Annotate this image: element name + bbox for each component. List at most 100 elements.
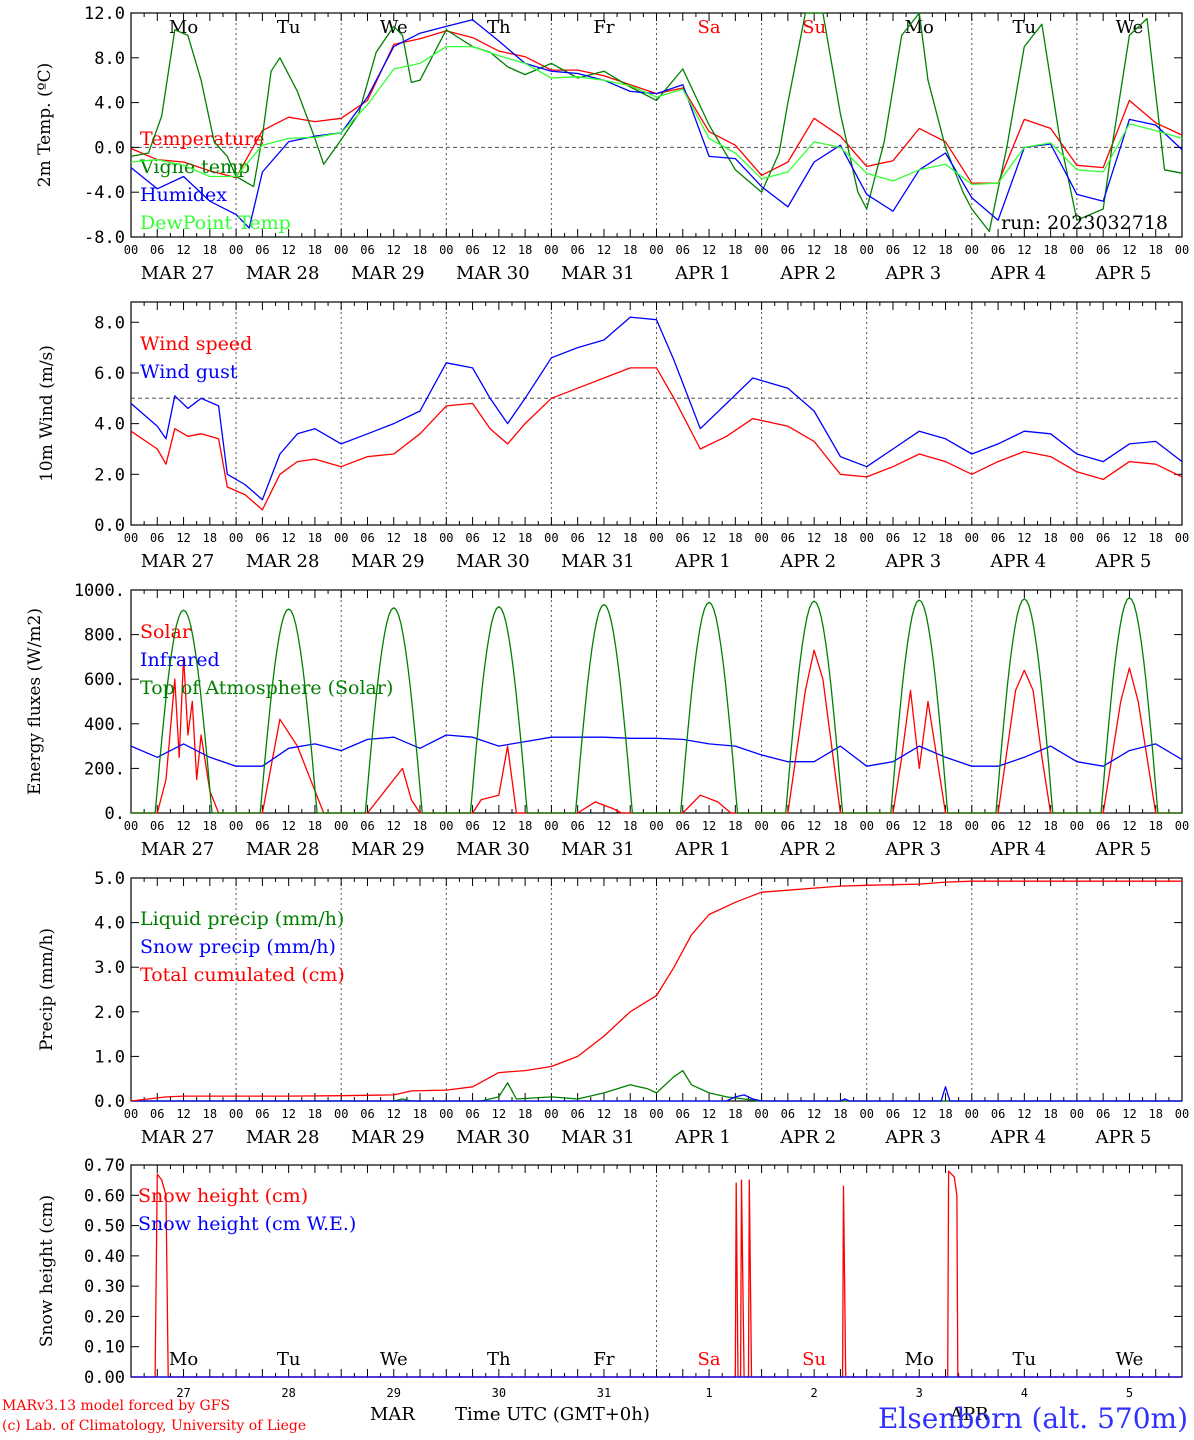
date-label: APR 4 [989,551,1046,572]
hour-label: 18 [728,531,742,545]
date-label: MAR 27 [141,839,215,860]
day-of-week-label: We [1116,1349,1144,1370]
footer-axis-title: Time UTC (GMT+0h) [455,1404,650,1425]
hour-label: 00 [439,1107,453,1121]
date-label: MAR 27 [141,551,215,572]
hour-label: 18 [1043,819,1057,833]
hour-label: 12 [1122,243,1136,257]
hour-label: 06 [465,819,479,833]
y-tick-label: -8.0 [84,228,125,248]
hour-label: 12 [912,531,926,545]
hour-label: 18 [938,819,952,833]
hour-label: 00 [754,243,768,257]
hour-label: 00 [544,1107,558,1121]
date-label: APR 2 [779,839,836,860]
hour-label: 18 [623,1107,637,1121]
hour-label: 00 [334,1107,348,1121]
y-tick-label: 0.30 [84,1277,125,1297]
legend-entry: Temperature [140,128,264,150]
hour-label: 12 [176,531,190,545]
hour-label: 06 [570,531,584,545]
hour-label: 00 [1175,531,1189,545]
hour-label: 12 [702,531,716,545]
hour-label: 12 [597,531,611,545]
legend-entry: Snow height (cm W.E.) [138,1213,356,1235]
hour-label: 06 [676,1107,690,1121]
date-label: MAR 31 [561,839,635,860]
date-label: APR 5 [1095,1127,1152,1148]
legend-entry: Snow precip (mm/h) [140,936,336,958]
hour-label: 06 [886,243,900,257]
hour-label: 00 [649,819,663,833]
hour-label: 18 [728,1107,742,1121]
legend-entry: Snow height (cm) [138,1185,308,1207]
hour-label: 18 [728,819,742,833]
hour-label: 06 [1096,819,1110,833]
series-line-green [130,12,1183,233]
hour-label: 00 [965,1107,979,1121]
hour-label: 00 [1175,1107,1189,1121]
hour-label: 06 [886,819,900,833]
footer-month-apr: APR [950,1404,989,1425]
y-tick-label: 0.10 [84,1338,125,1358]
hour-label: 12 [597,243,611,257]
y-tick-label: 2.0 [94,1003,125,1023]
day-of-week-label: Tu [277,17,301,38]
y-tick-label: 0.0 [94,516,125,536]
series-line-green [131,597,1182,814]
hour-label: 18 [203,243,217,257]
hour-label: 00 [1070,243,1084,257]
day-of-week-label: Mo [905,17,934,38]
hour-label: 06 [360,819,374,833]
date-label: APR 2 [779,551,836,572]
hour-label: 18 [308,1107,322,1121]
hour-label: 12 [912,243,926,257]
series-line-blue [130,19,1183,229]
hour-label: 18 [623,243,637,257]
hour-label: 12 [912,1107,926,1121]
hour-label: 06 [255,1107,269,1121]
hour-label: 18 [413,819,427,833]
y-tick-label: 0.0 [94,1092,125,1112]
series-line-blue [130,734,1183,767]
hour-label: 06 [781,243,795,257]
y-tick-label: 4.0 [94,94,125,114]
hour-label: 00 [334,819,348,833]
day-of-week-label: Fr [593,1349,614,1370]
hour-label: 12 [912,819,926,833]
legend-entry: Total cumulated (cm) [140,964,345,986]
date-label: MAR 31 [561,551,635,572]
hour-label: 00 [965,531,979,545]
hour-label: 06 [676,819,690,833]
series-line-blue [130,316,1183,501]
hour-label: 18 [938,243,952,257]
y-tick-label: 4.0 [94,914,125,934]
hour-label: 00 [229,243,243,257]
day-of-week-label: Sa [698,1349,721,1370]
bottom-day-number: 3 [916,1386,923,1400]
hour-label: 12 [492,819,506,833]
y-tick-label: 200. [84,759,125,779]
hour-label: 18 [623,819,637,833]
hour-label: 12 [387,819,401,833]
hour-label: 06 [465,243,479,257]
date-label: MAR 27 [141,1127,215,1148]
hour-label: 06 [991,531,1005,545]
hour-label: 18 [1148,243,1162,257]
y-tick-label: 1000. [74,581,125,601]
hour-label: 12 [807,531,821,545]
hour-label: 18 [1148,531,1162,545]
panel-3: 0. 200. 400. 600. 800. 1000. Energy fluxes (W/… [25,581,1189,860]
hour-label: 12 [176,243,190,257]
y-tick-label: -4.0 [84,183,125,203]
day-of-week-label: Tu [1013,1349,1037,1370]
hour-label: 00 [754,531,768,545]
date-label: APR 5 [1095,263,1152,284]
hour-label: 00 [1175,243,1189,257]
date-label: MAR 30 [456,1127,530,1148]
panel-1: -8.0 -4.0 0.0 4.0 8.0 12.0 2m Temp. (ºC) 00 06 12… [35,4,1189,284]
date-label: APR 1 [674,263,731,284]
legend-entry: Solar [140,621,192,643]
hour-label: 12 [387,243,401,257]
hour-label: 06 [360,1107,374,1121]
